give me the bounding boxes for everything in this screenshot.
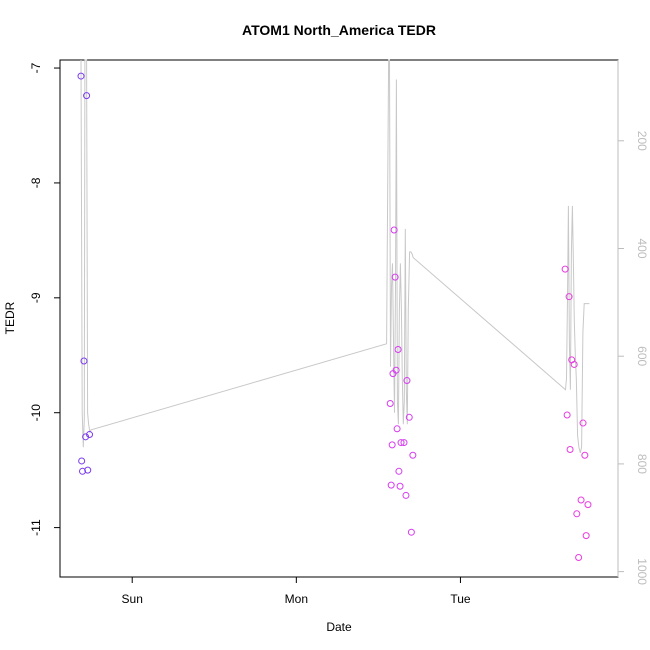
- data-point-31: [570, 360, 578, 368]
- data-point-38: [584, 501, 592, 509]
- data-point-27: [563, 411, 571, 419]
- series-line: [80, 59, 590, 454]
- data-point-24: [407, 528, 415, 536]
- x-axis: Sun Mon Tue: [122, 577, 471, 606]
- data-point-8: [386, 400, 394, 408]
- series-line-layer: [80, 59, 590, 454]
- data-point-34: [577, 496, 585, 504]
- data-point-6: [84, 466, 92, 474]
- data-point-17: [395, 467, 403, 475]
- x-tick-label-0: Sun: [122, 592, 143, 606]
- data-point-20: [400, 439, 408, 447]
- data-point-23: [405, 413, 413, 421]
- data-point-1: [78, 457, 86, 465]
- y-tick-label-4: -11: [29, 519, 43, 536]
- data-point-18: [396, 482, 404, 490]
- data-point-7: [86, 431, 94, 439]
- data-point-29: [566, 445, 574, 453]
- plot-frame: [59, 59, 619, 578]
- x-tick-label-1: Mon: [285, 592, 308, 606]
- y-tick-label-1: -8: [29, 177, 43, 188]
- data-point-35: [579, 419, 587, 427]
- data-point-33: [575, 553, 583, 561]
- data-point-36: [581, 451, 589, 459]
- y-tick-label-0: -7: [29, 62, 43, 73]
- y2-tick-label-1: 400: [635, 238, 649, 258]
- data-point-3: [80, 357, 88, 365]
- data-point-21: [402, 491, 410, 499]
- y-axis-label: TEDR: [3, 301, 17, 334]
- data-point-26: [561, 265, 569, 273]
- data-point-25: [409, 451, 417, 459]
- data-point-10: [388, 441, 396, 449]
- y-axis-right: 200 400 600 800 1000: [617, 60, 649, 585]
- y-axis-left: -7 -8 -9 -10 -11: [29, 62, 60, 536]
- data-point-5: [83, 92, 91, 100]
- y2-tick-label-3: 800: [635, 454, 649, 474]
- data-point-37: [582, 532, 590, 540]
- data-point-32: [573, 510, 581, 518]
- data-point-0: [77, 72, 85, 80]
- data-point-15: [393, 425, 401, 433]
- data-point-28: [565, 293, 573, 301]
- y2-tick-label-2: 600: [635, 346, 649, 366]
- data-point-12: [390, 226, 398, 234]
- data-point-22: [403, 377, 411, 385]
- chart-title: ATOM1 North_America TEDR: [242, 22, 436, 38]
- data-point-2: [78, 467, 86, 475]
- y2-tick-label-4: 1000: [635, 558, 649, 585]
- y-tick-label-2: -9: [29, 292, 43, 303]
- data-point-16: [394, 346, 402, 354]
- x-axis-label: Date: [326, 620, 352, 634]
- data-point-4: [82, 433, 90, 441]
- data-point-9: [387, 481, 395, 489]
- data-point-13: [391, 273, 399, 281]
- data-point-14: [392, 366, 400, 374]
- data-point-19: [397, 439, 405, 447]
- x-tick-label-2: Tue: [450, 592, 471, 606]
- y-tick-label-3: -10: [29, 404, 43, 422]
- y2-tick-label-0: 200: [635, 131, 649, 151]
- data-points-layer: [77, 72, 592, 561]
